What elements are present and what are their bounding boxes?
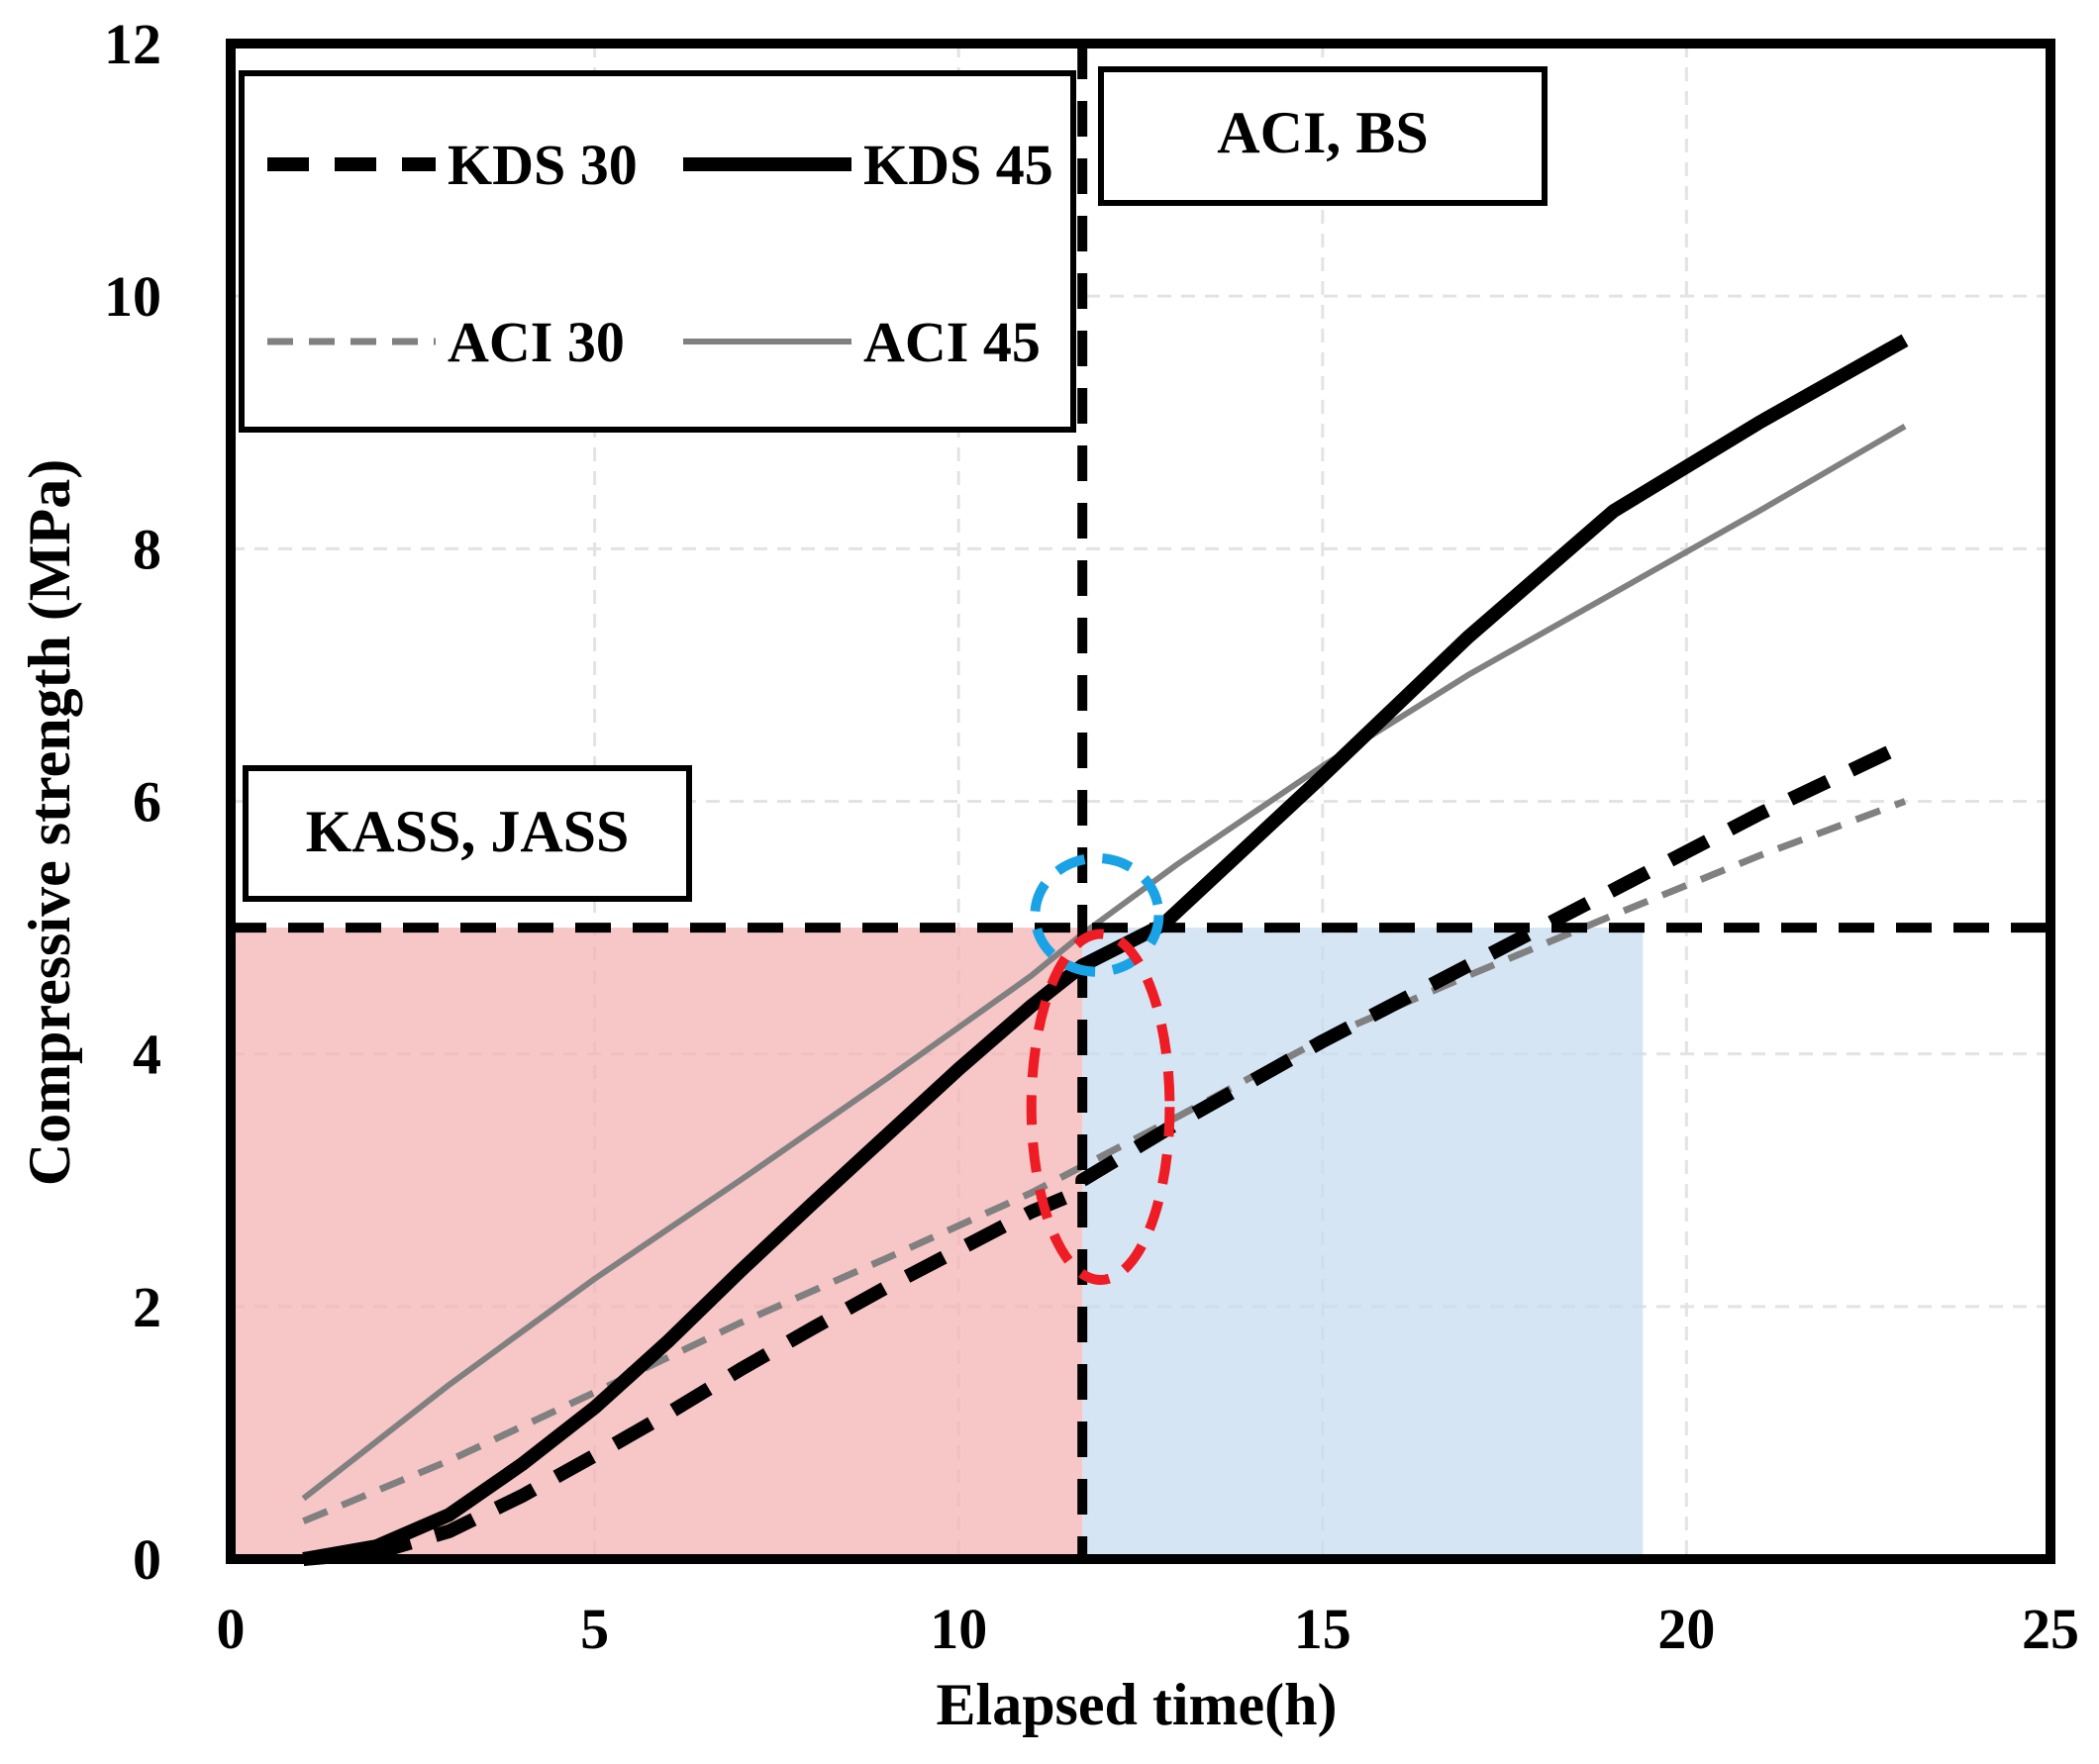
annotation-aci-bs: ACI, BS xyxy=(1098,66,1548,206)
y-tick-label-10: 10 xyxy=(104,264,161,329)
legend: KDS 30 KDS 45 ACI 30 ACI 45 xyxy=(239,70,1076,433)
axis-tick-labels: 0 5 10 15 20 25 0 2 4 6 8 10 12 xyxy=(104,12,2079,1661)
y-tick-label-2: 2 xyxy=(133,1275,161,1339)
highlight-ellipse-1 xyxy=(1026,929,1175,1286)
highlight-ellipse-0 xyxy=(1030,852,1164,977)
series-line-kds-30 xyxy=(302,737,1909,1566)
legend-item-kds45: KDS 45 xyxy=(683,133,1053,197)
x-tick-label-25: 25 xyxy=(2022,1597,2079,1661)
legend-label-aci30: ACI 30 xyxy=(448,310,625,374)
y-tick-label-8: 8 xyxy=(133,517,161,581)
legend-label-kds45: KDS 45 xyxy=(863,133,1053,197)
legend-item-kds30: KDS 30 xyxy=(267,133,638,197)
shaded-region-0 xyxy=(231,928,1083,1559)
x-axis-title: Elapsed time(h) xyxy=(937,1672,1338,1737)
y-tick-label-4: 4 xyxy=(133,1023,161,1087)
annotation-kass-jass-label: KASS, JASS xyxy=(306,799,630,864)
x-tick-label-5: 5 xyxy=(580,1597,609,1661)
legend-item-aci45: ACI 45 xyxy=(683,310,1041,374)
highlight-ellipses xyxy=(1026,852,1175,1286)
x-tick-label-15: 15 xyxy=(1294,1597,1351,1661)
x-tick-label-20: 20 xyxy=(1657,1597,1715,1661)
plot-frame xyxy=(226,39,2055,1564)
y-axis-title: Compressive strength (MPa) xyxy=(17,459,82,1186)
series-line-kds-45 xyxy=(302,334,1909,1566)
legend-label-kds30: KDS 30 xyxy=(448,133,638,197)
x-tick-label-10: 10 xyxy=(930,1597,987,1661)
reference-lines xyxy=(231,44,2050,1559)
legend-label-aci45: ACI 45 xyxy=(863,310,1041,374)
y-tick-label-0: 0 xyxy=(133,1527,161,1592)
y-tick-label-6: 6 xyxy=(133,770,161,834)
series-line-aci-30 xyxy=(302,798,1907,1524)
series-lines xyxy=(301,334,1909,1566)
shaded-region-1 xyxy=(1082,928,1644,1559)
legend-item-aci30: ACI 30 xyxy=(267,310,625,374)
y-tick-label-12: 12 xyxy=(104,12,161,76)
x-tick-label-0: 0 xyxy=(217,1597,246,1661)
annotation-aci-bs-label: ACI, BS xyxy=(1217,100,1428,165)
shaded-regions xyxy=(231,928,1644,1559)
annotation-kass-jass: KASS, JASS xyxy=(243,765,692,902)
